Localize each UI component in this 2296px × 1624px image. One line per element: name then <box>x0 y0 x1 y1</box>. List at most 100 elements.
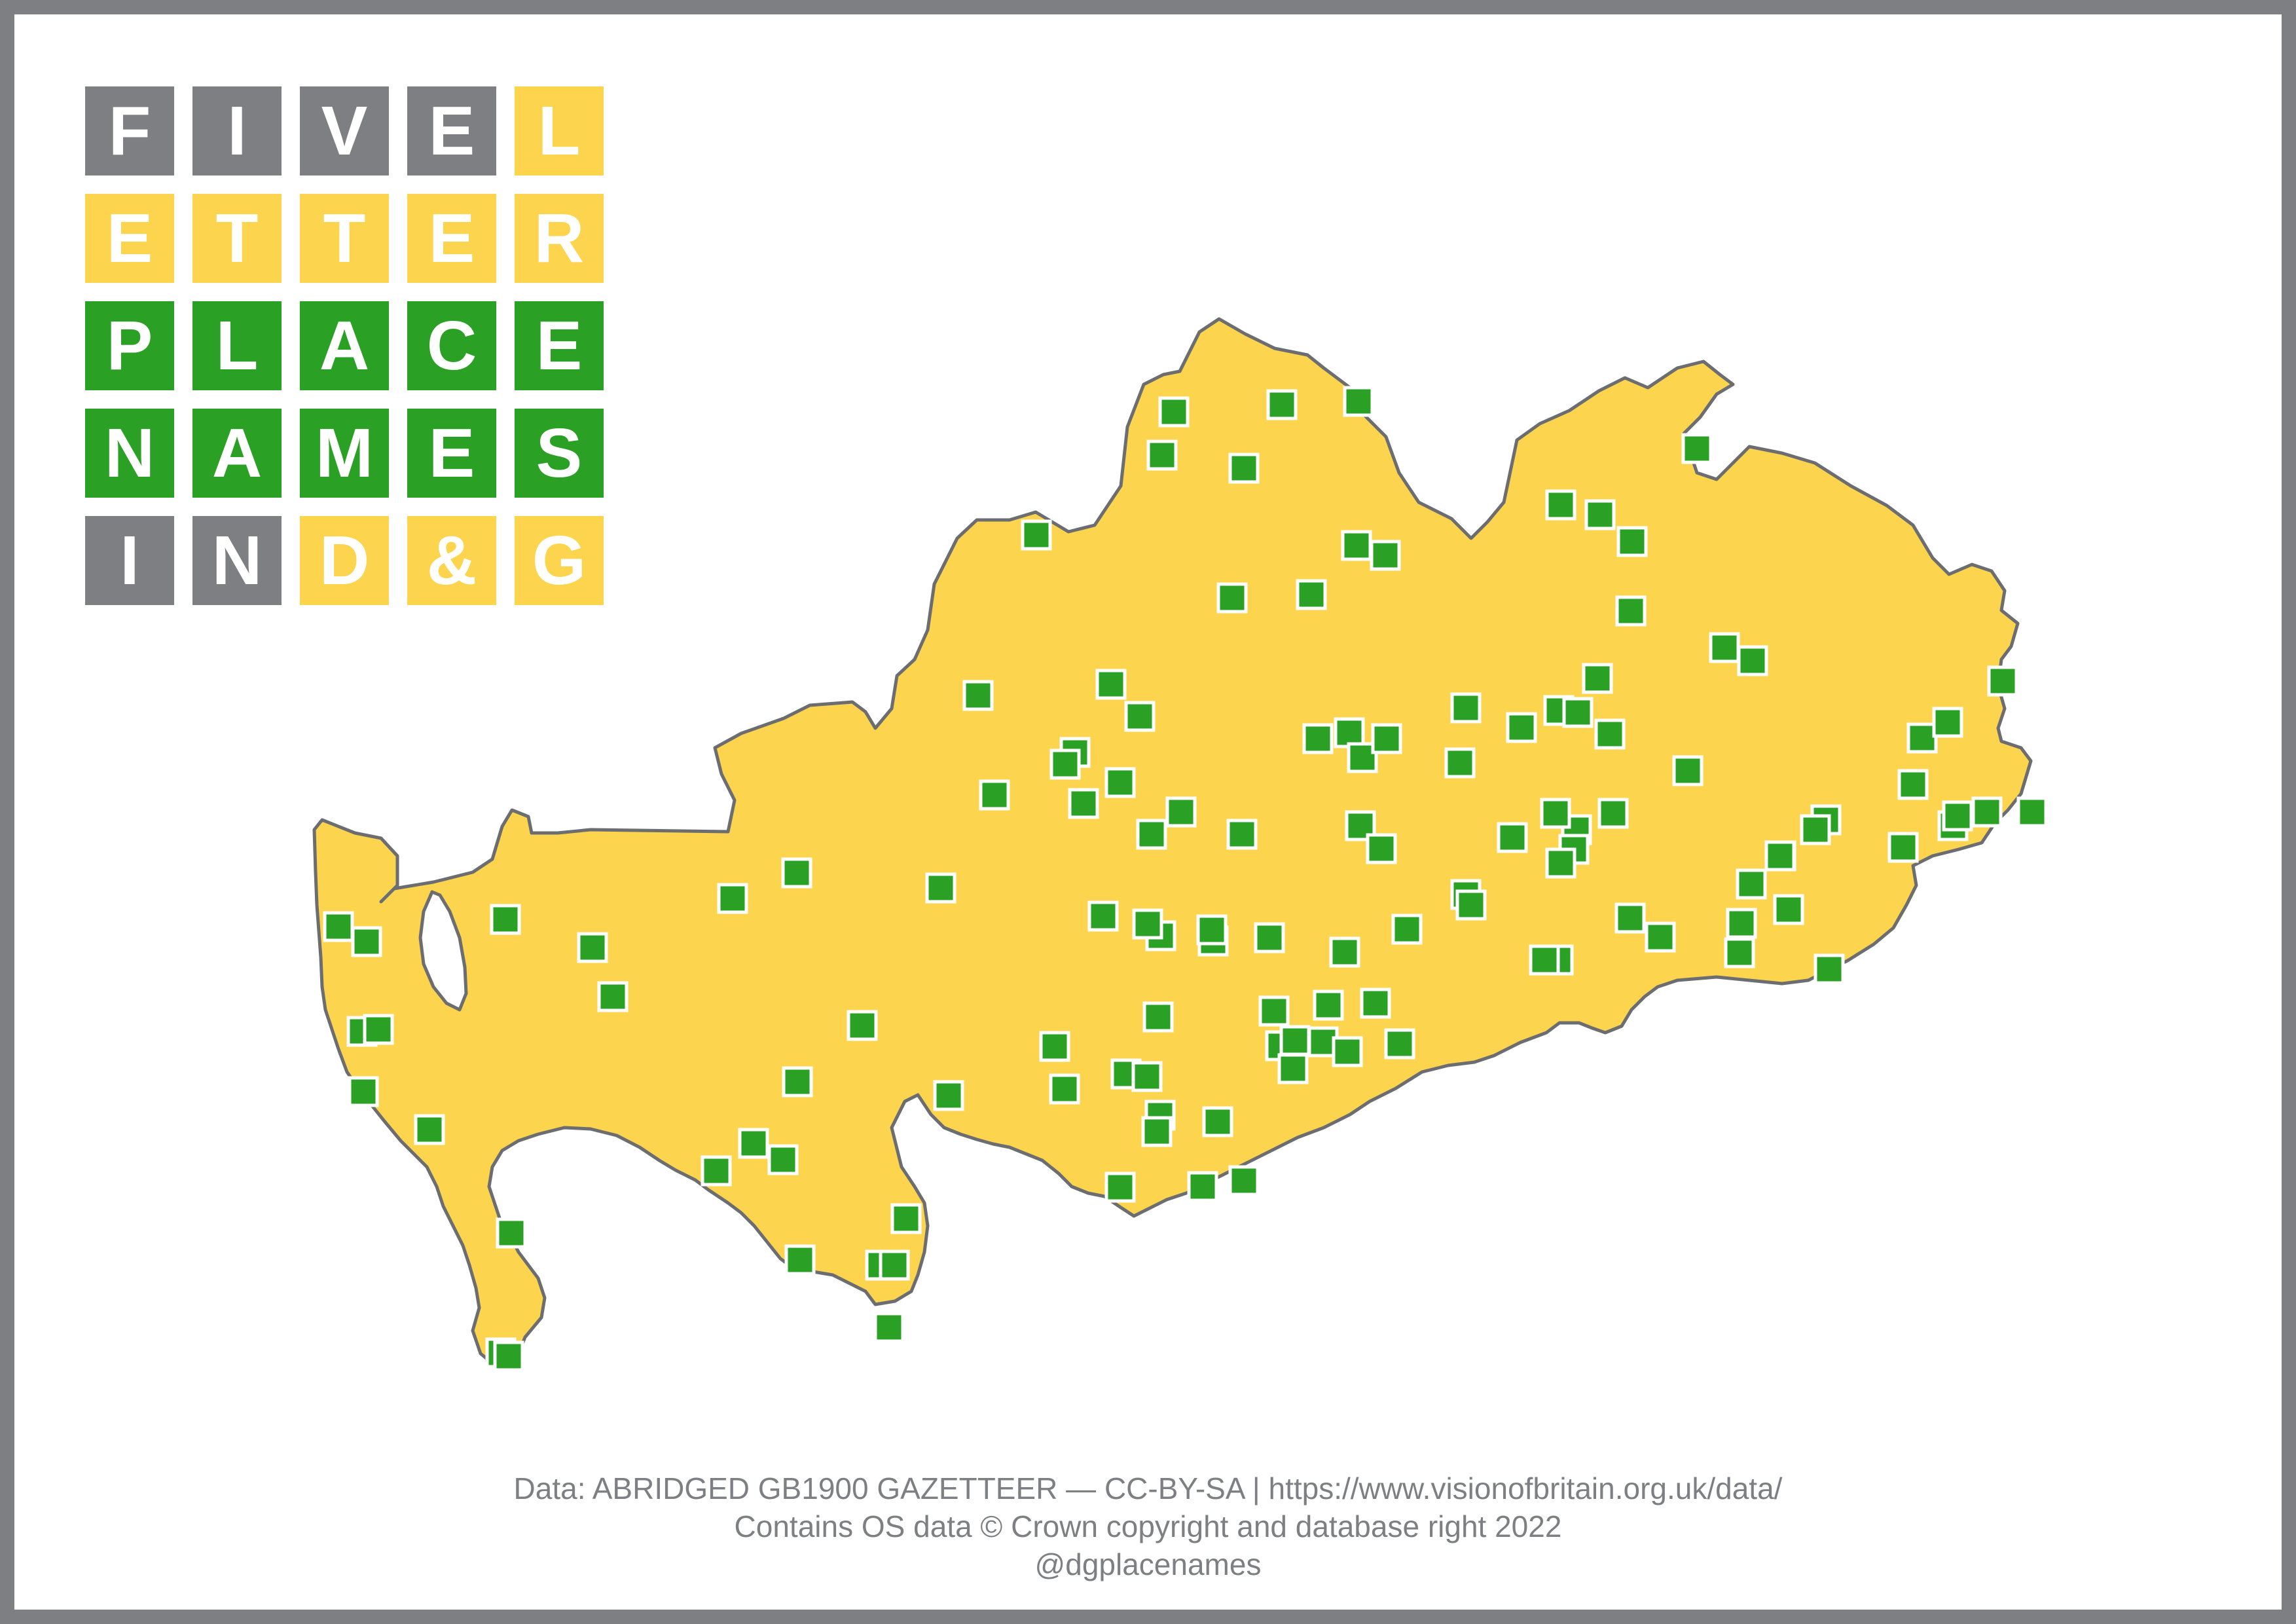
place-marker <box>1614 902 1646 934</box>
title-tile: T <box>300 194 389 283</box>
place-marker <box>1334 717 1365 748</box>
place-marker <box>1370 540 1401 571</box>
place-marker <box>1345 810 1376 841</box>
title-tile: I <box>192 86 282 175</box>
place-marker <box>1506 712 1537 743</box>
place-marker <box>781 857 812 889</box>
region-map <box>312 317 2048 1372</box>
place-marker <box>363 1014 394 1045</box>
title-tile: I <box>85 516 174 605</box>
place-marker <box>1136 819 1167 850</box>
place-marker <box>979 779 1010 811</box>
credit-data-source: Data: ABRIDGED GB1900 GAZETTEER — CC-BY-… <box>513 1471 1783 1505</box>
place-marker <box>890 1203 922 1234</box>
place-marker <box>1279 1025 1311 1056</box>
place-marker <box>1158 396 1190 428</box>
place-marker <box>1384 1028 1415 1060</box>
place-marker <box>1645 921 1676 953</box>
place-marker <box>1366 833 1397 864</box>
place-marker <box>490 904 521 935</box>
place-marker <box>738 1128 769 1159</box>
place-marker <box>1131 1061 1163 1092</box>
place-marker <box>1329 936 1360 968</box>
place-marker <box>1736 868 1767 900</box>
place-marker <box>1773 894 1804 925</box>
title-tile: T <box>192 194 282 283</box>
title-tile: N <box>192 516 282 605</box>
place-marker <box>1226 819 1258 850</box>
credit-os-copyright: Contains OS data © Crown copyright and d… <box>734 1509 1562 1543</box>
place-marker <box>348 1076 379 1107</box>
place-marker <box>577 932 608 963</box>
title-tile: A <box>192 409 282 498</box>
title-tile: & <box>407 516 496 605</box>
title-tile: E <box>407 194 496 283</box>
title-tile: G <box>515 516 604 605</box>
title-tile: E <box>407 409 496 498</box>
place-marker <box>847 1010 878 1041</box>
place-marker <box>1455 889 1487 921</box>
place-marker <box>1104 1172 1136 1203</box>
place-marker <box>1987 665 2018 697</box>
title-tile: D <box>300 516 389 605</box>
place-marker <box>873 1312 905 1343</box>
place-marker <box>1343 386 1374 417</box>
place-marker <box>1039 1031 1070 1062</box>
place-marker <box>1049 748 1081 780</box>
place-marker <box>1529 944 1560 976</box>
title-tile: N <box>85 409 174 498</box>
place-marker <box>1095 669 1127 700</box>
place-marker <box>493 1340 524 1372</box>
title-tile: L <box>192 301 282 390</box>
place-marker <box>414 1114 445 1145</box>
place-marker <box>1594 718 1626 750</box>
place-marker <box>1360 987 1391 1019</box>
place-marker <box>1258 995 1290 1027</box>
title-tile: P <box>85 301 174 390</box>
place-marker <box>1087 900 1119 932</box>
title-tile: E <box>515 301 604 390</box>
place-marker <box>1813 953 1845 985</box>
place-marker <box>1202 1106 1233 1137</box>
place-marker <box>496 1217 527 1249</box>
place-marker <box>1347 742 1378 773</box>
place-marker <box>1616 526 1648 557</box>
place-marker <box>1597 798 1629 829</box>
credit-social-handle: @dgplacenames <box>1034 1547 1262 1581</box>
place-marker <box>1124 701 1156 732</box>
place-marker <box>1332 1036 1363 1067</box>
place-marker <box>1104 767 1136 798</box>
place-marker <box>925 872 957 904</box>
place-marker <box>1672 755 1704 786</box>
place-marker <box>1887 832 1919 863</box>
place-marker <box>1266 389 1298 420</box>
place-marker <box>767 1144 799 1175</box>
place-marker <box>1302 723 1334 754</box>
place-marker <box>1681 433 1713 464</box>
title-tile: C <box>407 301 496 390</box>
place-marker <box>1726 908 1757 939</box>
region-outline <box>312 317 2033 1365</box>
place-marker <box>1545 489 1576 521</box>
place-marker <box>1313 989 1344 1021</box>
place-marker <box>1341 530 1372 561</box>
place-marker <box>1942 800 1973 832</box>
place-marker <box>1196 914 1228 946</box>
place-marker <box>1141 1116 1173 1147</box>
region-land <box>312 317 2033 1365</box>
place-marker <box>1391 913 1423 945</box>
place-marker <box>784 1244 816 1276</box>
place-marker <box>1737 645 1768 676</box>
title-tile: S <box>515 409 604 498</box>
title-tile: A <box>300 301 389 390</box>
place-marker <box>1897 769 1929 800</box>
place-marker <box>1187 1171 1218 1202</box>
title-tile: M <box>300 409 389 498</box>
place-marker <box>1228 1165 1260 1196</box>
place-marker <box>1545 847 1576 879</box>
title-tile: F <box>85 86 174 175</box>
place-markers <box>323 386 2048 1372</box>
place-marker <box>1228 452 1260 484</box>
place-marker <box>962 680 994 711</box>
place-marker <box>1540 798 1571 829</box>
